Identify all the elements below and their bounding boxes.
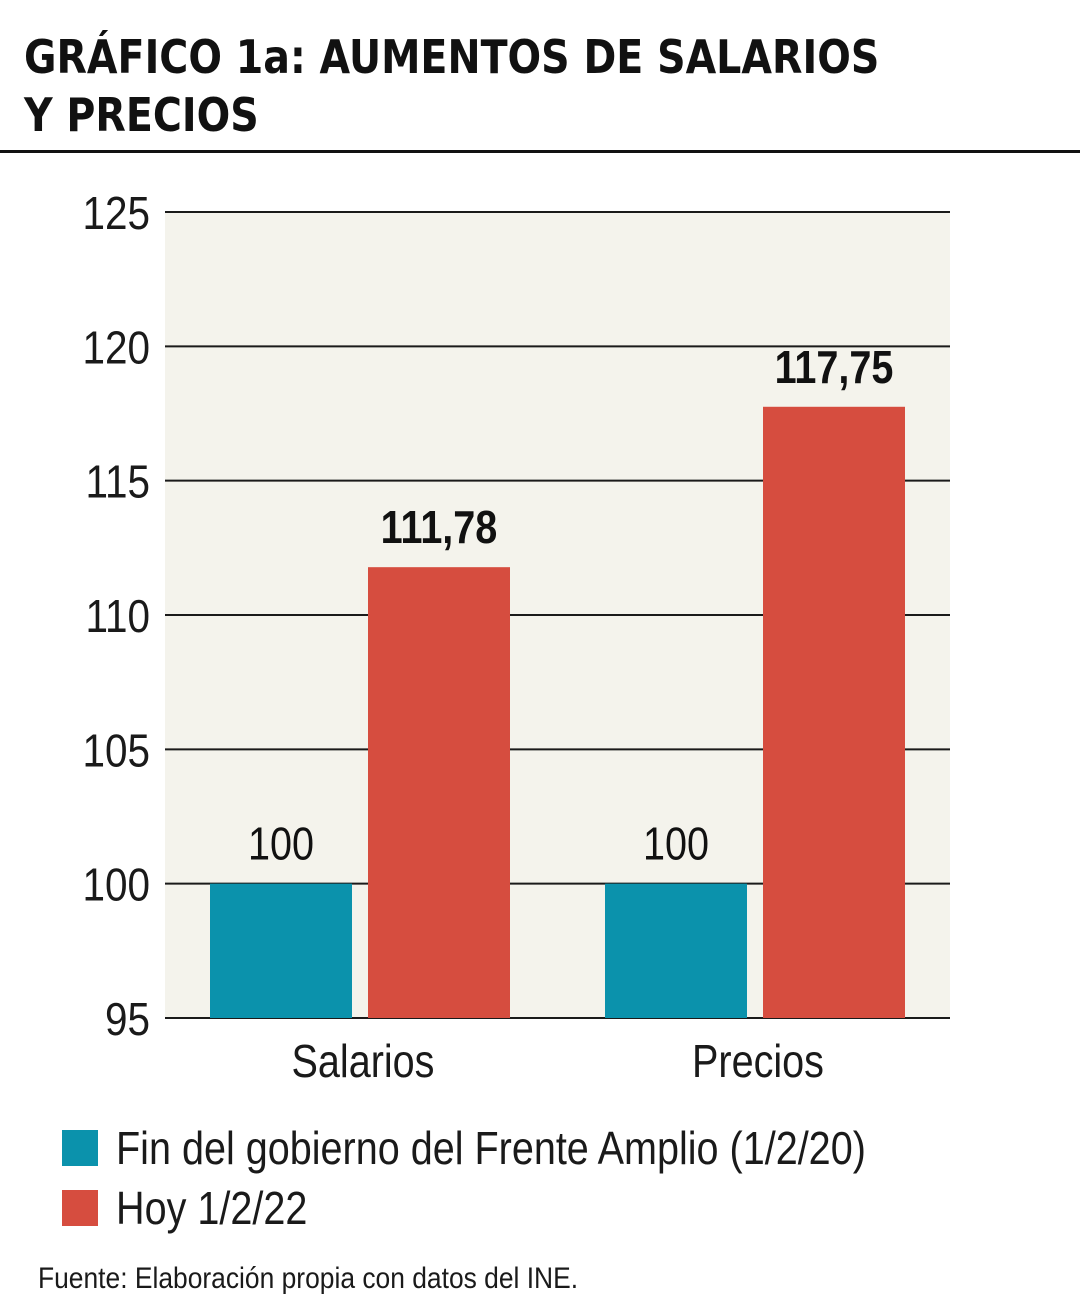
bar-value-label: 100 — [643, 819, 709, 870]
bar — [368, 567, 510, 1018]
bar-chart: 95 100 105 110 115 120 125 100 111,78 Salarios 100… — [82, 189, 950, 1088]
legend-swatch-teal — [62, 1130, 98, 1166]
y-tick-label: 95 — [105, 995, 150, 1046]
title-rule — [0, 150, 1080, 153]
y-tick-label: 125 — [82, 189, 150, 240]
y-tick-label: 100 — [82, 860, 150, 911]
bar — [763, 406, 905, 1018]
bar-value-label: 111,78 — [381, 502, 498, 553]
chart-title: GRÁFICO 1a: AUMENTOS DE SALARIOS Y PRECI… — [24, 30, 880, 142]
bar-value-label: 117,75 — [775, 342, 894, 393]
bar — [605, 883, 747, 1018]
legend-label-series-2: Hoy 1/2/22 — [116, 1182, 308, 1234]
legend-item-series-1: Fin del gobierno del Frente Amplio (1/2/… — [62, 1118, 988, 1178]
x-category-label: Salarios — [292, 1036, 435, 1087]
legend: Fin del gobierno del Frente Amplio (1/2/… — [62, 1118, 988, 1238]
legend-item-series-2: Hoy 1/2/22 — [62, 1178, 988, 1238]
y-tick-label: 105 — [82, 726, 150, 777]
bar-value-label: 100 — [248, 819, 314, 870]
y-tick-label: 110 — [85, 592, 150, 643]
legend-swatch-red — [62, 1190, 98, 1226]
bar — [210, 883, 352, 1018]
y-tick-label: 115 — [85, 457, 150, 508]
legend-label-series-1: Fin del gobierno del Frente Amplio (1/2/… — [116, 1122, 866, 1174]
source-note: Fuente: Elaboración propia con datos del… — [38, 1262, 579, 1295]
y-tick-label: 120 — [82, 323, 150, 374]
x-category-label: Precios — [692, 1036, 824, 1087]
